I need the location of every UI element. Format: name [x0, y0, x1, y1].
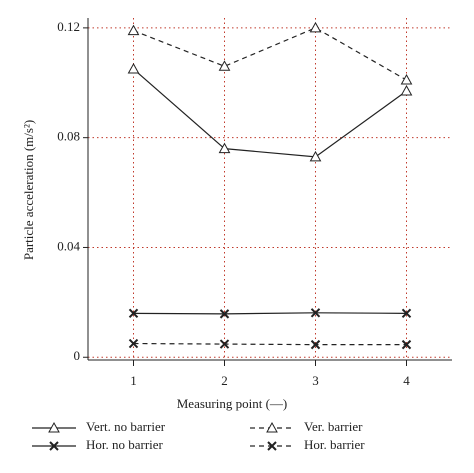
y-tick-label: 0.12 [57, 19, 80, 34]
marker [49, 441, 59, 451]
marker [310, 339, 321, 350]
y-axis-title: Particle acceleration (m/s²) [21, 120, 36, 260]
legend-label: Hor. barrier [304, 437, 365, 452]
marker [48, 421, 60, 433]
series-line [133, 27, 407, 81]
marker [309, 150, 322, 162]
marker [218, 60, 231, 71]
y-tick-label: 0 [74, 348, 81, 363]
legend-label: Ver. barrier [304, 419, 363, 434]
series-line [133, 312, 407, 315]
marker [401, 308, 412, 319]
legend-label: Hor. no barrier [86, 437, 164, 452]
x-axis-title: Measuring point (—) [177, 396, 287, 411]
legend-item: Hor. no barrier [32, 437, 164, 452]
legend-item: Vert. no barrier [32, 419, 166, 434]
marker [128, 308, 139, 319]
marker [127, 63, 140, 74]
x-tick-label: 2 [221, 373, 228, 388]
series-line [133, 68, 407, 158]
marker [310, 308, 321, 318]
marker [400, 84, 413, 96]
marker [127, 24, 140, 36]
marker [128, 338, 139, 349]
marker [219, 339, 230, 349]
legend-label: Vert. no barrier [86, 419, 166, 434]
series-line [133, 342, 407, 346]
marker [400, 74, 413, 85]
y-tick-label: 0.08 [57, 129, 80, 144]
y-tick-label: 0.04 [57, 238, 80, 253]
marker [266, 421, 278, 433]
x-tick-label: 4 [403, 373, 410, 388]
x-tick-label: 1 [130, 373, 137, 388]
legend-item: Ver. barrier [250, 419, 363, 434]
marker [401, 339, 412, 350]
marker [218, 142, 231, 154]
legend-item: Hor. barrier [250, 437, 365, 452]
marker [309, 21, 322, 33]
x-tick-label: 3 [312, 373, 319, 388]
marker [219, 309, 230, 319]
marker [267, 441, 277, 451]
